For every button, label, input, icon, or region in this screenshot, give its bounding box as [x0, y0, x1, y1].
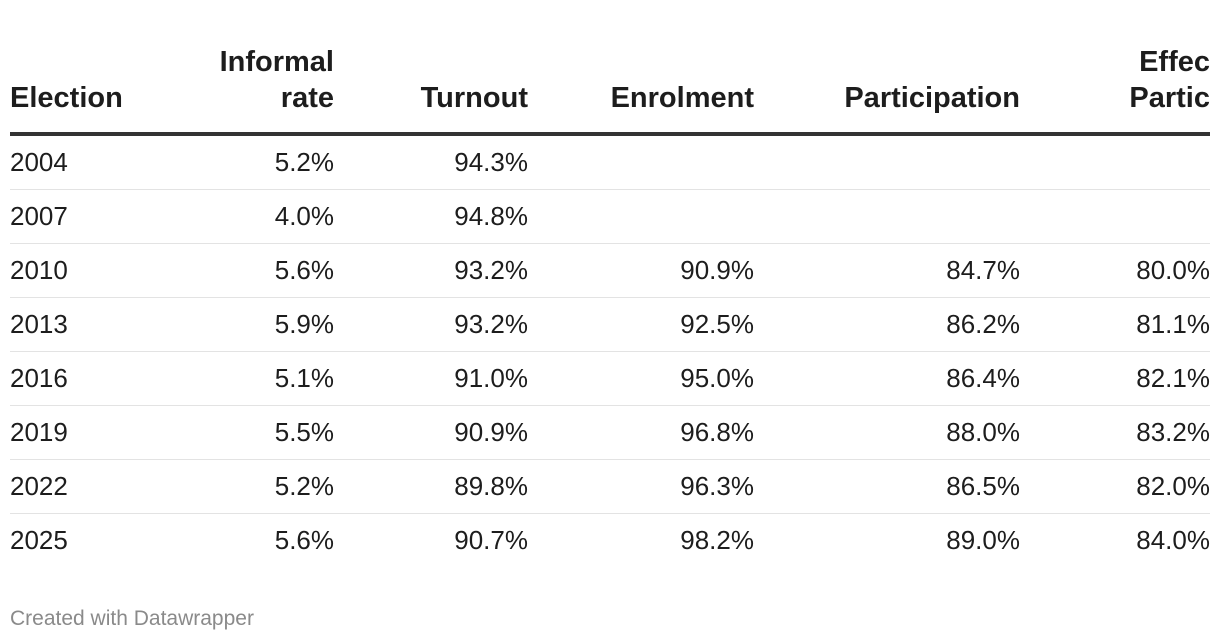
table-cell-effective-participation: 83.2% — [1020, 405, 1210, 460]
table-cell-effective-participation: 82.0% — [1020, 459, 1210, 514]
table-cell-turnout: 94.3% — [334, 134, 528, 190]
table-cell-turnout: 93.2% — [334, 243, 528, 298]
column-header-line: Partic — [1129, 82, 1210, 114]
table-cell-informal-rate: 5.2% — [140, 134, 334, 190]
table-cell-election: 2010 — [10, 243, 140, 298]
table-cell-participation — [754, 189, 1020, 244]
column-header-election: Election — [10, 44, 140, 136]
table-cell-election: 2004 — [10, 134, 140, 190]
table-cell-participation — [754, 134, 1020, 190]
column-header-line: Effec — [1139, 46, 1210, 78]
table-cell-election: 2019 — [10, 405, 140, 460]
datawrapper-credit: Created with Datawrapper — [10, 607, 254, 630]
table-cell-participation: 84.7% — [754, 243, 1020, 298]
table-cell-participation: 86.2% — [754, 297, 1020, 352]
table-cell-enrolment: 92.5% — [528, 297, 754, 352]
table-cell-turnout: 93.2% — [334, 297, 528, 352]
table-cell-enrolment: 95.0% — [528, 351, 754, 406]
header-row: Election Informal rate Turnout Enrolment Part… — [10, 44, 1210, 136]
table-cell-enrolment: 98.2% — [680, 525, 754, 555]
table-cell-participation: 89.0% — [946, 525, 1020, 555]
table-header: Election Informal rate Turnout Enrolment Part… — [10, 44, 1210, 136]
table-cell-enrolment: 96.3% — [528, 459, 754, 514]
table-cell-election: 2013 — [10, 297, 140, 352]
table-row: 2025 5.6% 90.7% 98.2% 89.0% 84.0% — [10, 514, 1210, 568]
table-row: 2013 5.9% 93.2% 92.5% 86.2% 81.1% — [10, 297, 1210, 352]
table-cell-informal-rate: 5.6% — [140, 243, 334, 298]
data-table-container: Election Informal rate Turnout Enrolment Part… — [10, 44, 1210, 567]
table-cell-informal-rate: 5.2% — [140, 459, 334, 514]
table-cell-turnout: 89.8% — [334, 459, 528, 514]
column-header-effective-participation: Effec Partic — [1020, 44, 1210, 136]
table-cell-turnout: 90.7% — [454, 525, 528, 555]
table-cell-enrolment — [528, 134, 754, 190]
table-cell-effective-participation: 80.0% — [1020, 243, 1210, 298]
table-cell-election: 2022 — [10, 459, 140, 514]
column-header-line: Turnout — [420, 82, 528, 114]
table-cell-enrolment — [528, 189, 754, 244]
table-cell-effective-participation — [1020, 134, 1210, 190]
column-header-participation: Participation — [754, 44, 1020, 136]
table-cell-participation: 86.5% — [754, 459, 1020, 514]
column-header-line: rate — [280, 82, 334, 114]
table-cell-election: 2016 — [10, 351, 140, 406]
column-header-line: Participation — [844, 82, 1020, 114]
table-row: 2019 5.5% 90.9% 96.8% 88.0% 83.2% — [10, 405, 1210, 460]
table-cell-participation: 86.4% — [754, 351, 1020, 406]
table-cell-enrolment: 90.9% — [528, 243, 754, 298]
table-cell-informal-rate: 5.5% — [140, 405, 334, 460]
table-row: 2016 5.1% 91.0% 95.0% 86.4% 82.1% — [10, 351, 1210, 406]
table-row: 2022 5.2% 89.8% 96.3% 86.5% 82.0% — [10, 459, 1210, 514]
table-cell-effective-participation: 82.1% — [1020, 351, 1210, 406]
table-cell-informal-rate: 5.1% — [140, 351, 334, 406]
table-cell-informal-rate: 5.6% — [274, 525, 334, 555]
table-cell-participation: 88.0% — [754, 405, 1020, 460]
column-header-line: Informal — [219, 46, 334, 78]
table-cell-turnout: 91.0% — [334, 351, 528, 406]
column-header-turnout: Turnout — [334, 44, 528, 136]
table-row: 2007 4.0% 94.8% — [10, 189, 1210, 244]
column-header-line: Election — [10, 82, 123, 114]
table-cell-effective-participation: 81.1% — [1020, 297, 1210, 352]
table-cell-enrolment: 96.8% — [528, 405, 754, 460]
table-cell-turnout: 94.8% — [334, 189, 528, 244]
table-cell-effective-participation — [1020, 189, 1210, 244]
election-table: Election Informal rate Turnout Enrolment Part… — [10, 44, 1210, 567]
table-cell-election: 2007 — [10, 189, 140, 244]
table-cell-election: 2025 — [10, 525, 68, 555]
column-header-enrolment: Enrolment — [528, 44, 754, 136]
column-header-informal-rate: Informal rate — [140, 44, 334, 136]
table-cell-effective-participation: 84.0% — [1136, 525, 1210, 555]
table-cell-informal-rate: 4.0% — [140, 189, 334, 244]
table-cell-informal-rate: 5.9% — [140, 297, 334, 352]
table-cell-turnout: 90.9% — [334, 405, 528, 460]
table-row: 2004 5.2% 94.3% — [10, 134, 1210, 190]
table-body: 2004 5.2% 94.3% 2007 4.0% 94.8% 2010 5.6% 93.2% 9… — [10, 134, 1210, 567]
column-header-line: Enrolment — [610, 82, 754, 114]
table-row: 2010 5.6% 93.2% 90.9% 84.7% 80.0% — [10, 243, 1210, 298]
